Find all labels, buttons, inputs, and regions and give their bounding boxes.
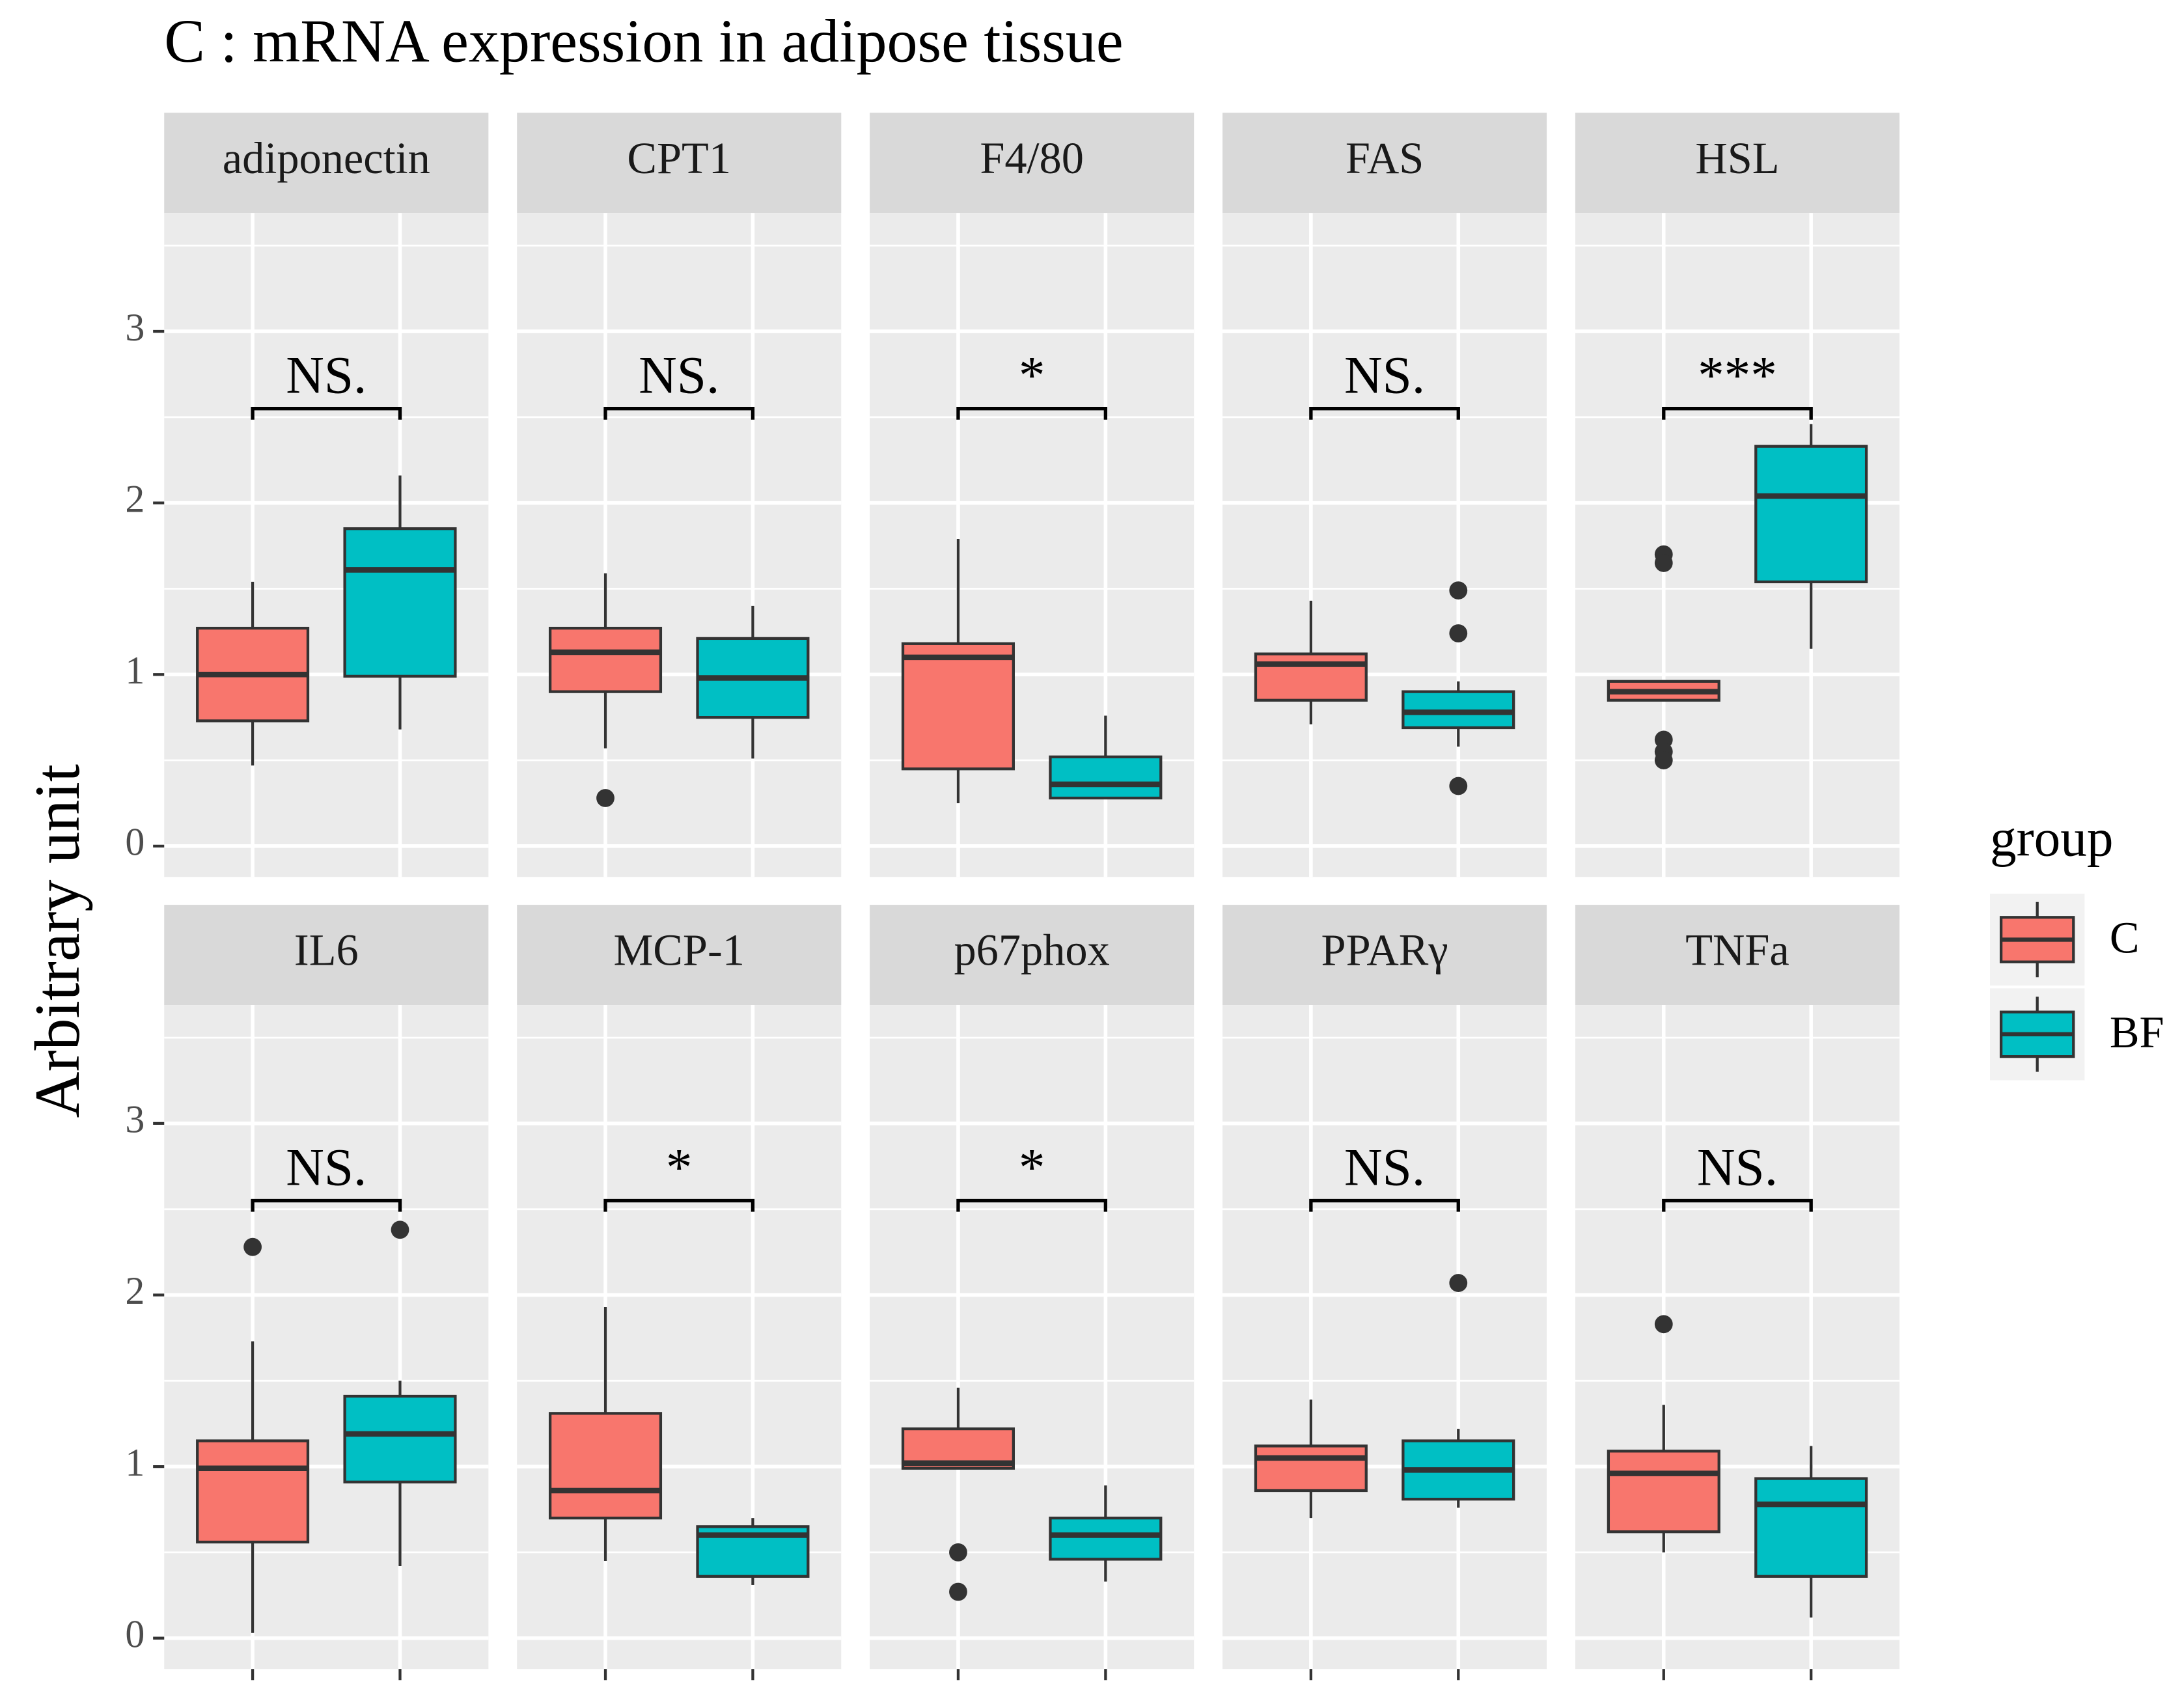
panel-background [1222,213,1547,877]
panel-background [517,213,842,877]
significance-bracket [251,1198,402,1212]
chart-title: C : mRNA expression in adipose tissue [164,7,1123,75]
panel-background [1222,1005,1547,1670]
strip-label: adiponectin [223,133,430,183]
y-tick-label: 1 [125,1441,145,1484]
box [548,1412,663,1520]
significance-label: NS. [286,346,366,405]
significance-bracket [1309,1198,1460,1212]
strip-label: FAS [1346,133,1424,183]
strip-label: CPT1 [627,133,731,183]
y-tick-label: 2 [125,1269,145,1312]
significance-label: * [666,1138,693,1196]
box [1254,652,1368,702]
strip [870,905,1195,1006]
panel-background [164,1005,489,1670]
significance-bracket [1309,407,1460,420]
strip [1575,113,1900,214]
strip [870,113,1195,214]
y-tick-label: 0 [125,1612,145,1655]
strip [517,113,842,214]
outlier [949,1582,967,1601]
panel-background [870,1005,1195,1670]
strip [164,113,489,214]
box [1607,1450,1720,1534]
strip-label: HSL [1695,133,1779,183]
significance-bracket [956,407,1108,420]
y-tick-label: 3 [125,1098,145,1141]
box [1049,1517,1163,1561]
strip [1222,113,1547,214]
y-tick-label: 0 [125,821,145,864]
box [1049,755,1163,800]
significance-bracket [603,1198,755,1212]
strip-label: TNFa [1685,926,1789,975]
outlier [1449,624,1468,642]
outlier [949,1543,967,1562]
legend-label: C [2110,913,2140,962]
y-tick-label: 1 [125,649,145,692]
significance-bracket [1662,407,1813,420]
outlier [1654,1315,1673,1334]
strip [164,905,489,1006]
legend-label: BF [2110,1008,2164,1057]
box [901,642,1015,771]
box [1754,1477,1868,1578]
significance-bracket [251,407,402,420]
significance-label: * [1019,346,1045,405]
strip-label: MCP-1 [614,926,745,975]
outlier [1654,751,1673,769]
strip [517,905,842,1006]
strip [1222,905,1547,1006]
strip [1575,905,1900,1006]
significance-label: * [1019,1138,1045,1196]
significance-bracket [1662,1198,1813,1212]
outlier [391,1220,409,1239]
significance-label: NS. [1344,1138,1425,1196]
significance-bracket [956,1198,1108,1212]
legend-title: group [1990,809,2113,868]
box [1754,445,1868,584]
y-tick-label: 2 [125,477,145,520]
y-tick-label: 3 [125,306,145,349]
y-axis-label: Arbitrary unit [22,764,93,1118]
outlier [596,789,615,807]
significance-bracket [603,407,755,420]
significance-label: *** [1698,346,1777,405]
significance-label: NS. [639,346,719,405]
box [1254,1444,1368,1493]
significance-label: NS. [1697,1138,1778,1196]
box [343,1394,457,1483]
strip-label: p67phox [954,926,1109,975]
outlier [1449,1274,1468,1292]
outlier [1449,581,1468,599]
outlier [243,1237,262,1256]
box [548,626,663,693]
box [196,1439,310,1544]
strip-label: F4/80 [980,133,1084,183]
strip-label: PPARγ [1321,926,1448,975]
box [343,527,457,678]
strip-label: IL6 [294,926,359,975]
outlier [1654,554,1673,572]
outlier [1449,777,1468,795]
significance-label: NS. [286,1138,366,1196]
significance-label: NS. [1344,346,1425,405]
